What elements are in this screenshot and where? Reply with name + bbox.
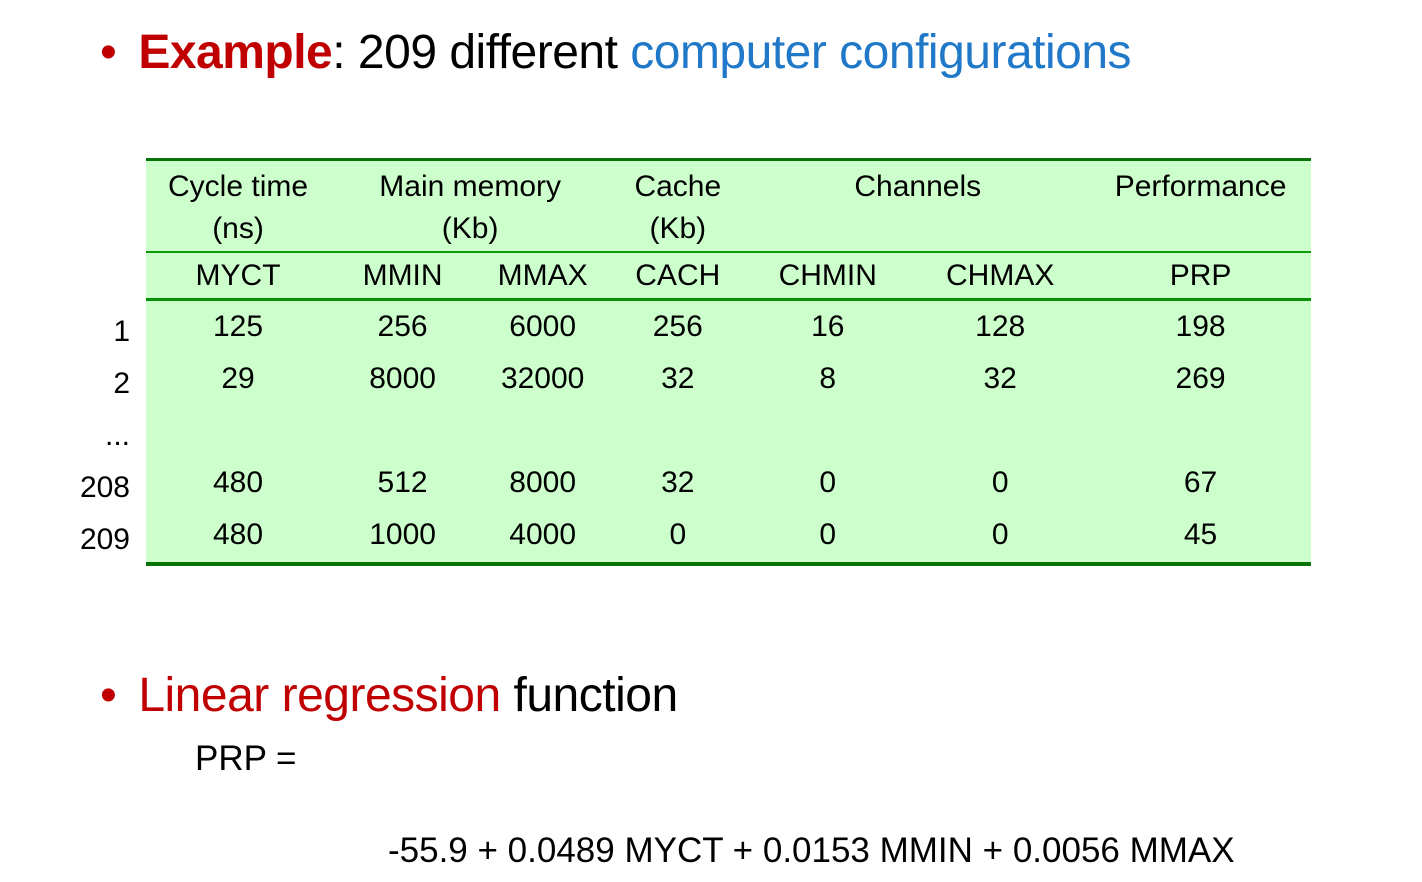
table-cell [910, 405, 1090, 457]
group-header-label: Performance [1114, 170, 1287, 203]
group-header-unit: (Kb) [441, 212, 499, 245]
group-header-unit: (ns) [212, 212, 264, 245]
table-row: 125 256 6000 256 16 128 198 [146, 301, 1311, 353]
column-header-chmax: CHMAX [946, 258, 1055, 292]
table-body: Cycle time (ns) Main memory (Kb) Cache (… [146, 158, 1311, 566]
bullet-icon: • [100, 26, 117, 79]
title-highlight: computer configurations [630, 26, 1132, 79]
table-cell: 45 [1183, 518, 1218, 551]
table-cell [475, 405, 610, 457]
table-cell [330, 405, 475, 457]
table-row: 480 1000 4000 0 0 0 45 [146, 509, 1311, 561]
group-header-cycle-time: Cycle time (ns) [146, 161, 330, 251]
table-row-ellipsis [146, 405, 1311, 457]
row-label: 2 [113, 367, 130, 400]
row-label: 208 [79, 471, 130, 504]
table-cell: 269 [1175, 362, 1226, 395]
formula-line-1: -55.9 + 0.0489 MYCT + 0.0153 MMIN + 0.00… [388, 831, 1235, 870]
table-cell: 256 [652, 310, 703, 343]
formula-lhs: PRP = [195, 739, 297, 778]
group-header-channels: Channels [745, 161, 1090, 251]
table-cell: 8000 [369, 362, 436, 395]
table-cell: 8000 [509, 466, 577, 499]
table-cell: 0 [669, 518, 687, 551]
regression-heading: • Linear regression function [100, 668, 678, 724]
table-cell: 512 [377, 466, 428, 499]
group-header-label: Channels [854, 170, 982, 203]
formula-rhs: -55.9 + 0.0489 MYCT + 0.0153 MMIN + 0.00… [388, 736, 1235, 882]
table-cell: 4000 [509, 518, 577, 551]
column-header-mmin: MMIN [362, 258, 443, 292]
table-cell [1090, 405, 1311, 457]
column-header-chmin: CHMIN [778, 258, 877, 292]
table-cell: 1000 [369, 518, 436, 551]
group-header-label: Cycle time [168, 170, 309, 203]
group-header-cache: Cache (Kb) [610, 161, 745, 251]
table-cell: 256 [377, 310, 428, 343]
table-cell: 67 [1183, 466, 1218, 499]
table-cell: 32 [661, 362, 695, 395]
table-cell: 0 [819, 518, 837, 551]
table-cell [745, 405, 910, 457]
table-row: 29 8000 32000 32 8 32 269 [146, 353, 1311, 405]
table-cell: 32 [661, 466, 695, 499]
table-cell [146, 405, 330, 457]
table-cell: 480 [213, 466, 264, 499]
table-cell: 0 [991, 466, 1009, 499]
regression-heading-emphasis: Linear regression [138, 669, 501, 722]
table-cell [610, 405, 745, 457]
table-cell: 6000 [509, 310, 577, 343]
table-cell: 128 [975, 310, 1026, 343]
configurations-table: 1 2 ... 208 209 Cycle time (ns) Main mem… [60, 158, 1311, 566]
row-label-column: 1 2 ... 208 209 [60, 158, 146, 566]
column-header-mmax: MMAX [497, 258, 588, 292]
table-cell: 32 [983, 362, 1017, 395]
title-text: : 209 different [332, 26, 631, 79]
group-header-unit: (Kb) [649, 212, 707, 245]
table-cell: 125 [213, 310, 264, 343]
row-label: 209 [79, 523, 130, 556]
table-row: 480 512 8000 32 0 0 67 [146, 457, 1311, 509]
regression-formula: PRP = -55.9 + 0.0489 MYCT + 0.0153 MMIN … [195, 736, 1235, 882]
column-header-cach: CACH [635, 258, 721, 292]
row-label-ellipsis: ... [104, 419, 130, 452]
regression-heading-text: function [500, 669, 679, 722]
table-cell: 198 [1175, 310, 1226, 343]
bullet-icon: • [100, 669, 117, 722]
table-cell: 16 [811, 310, 845, 343]
table-cell: 480 [213, 518, 264, 551]
row-label: 1 [113, 315, 130, 348]
column-header-myct: MYCT [195, 258, 281, 292]
table-cell: 0 [819, 466, 837, 499]
group-header-main-memory: Main memory (Kb) [330, 161, 610, 251]
group-header-performance: Performance [1090, 161, 1311, 251]
group-header-label: Main memory [379, 170, 561, 203]
table-cell: 29 [221, 362, 255, 395]
table-cell: 0 [991, 518, 1009, 551]
table-cell: 8 [819, 362, 837, 395]
title-emphasis: Example [138, 26, 333, 79]
slide-title: • Example : 209 different computer confi… [100, 24, 1132, 82]
table-group-header-row: Cycle time (ns) Main memory (Kb) Cache (… [146, 161, 1311, 253]
group-header-label: Cache [634, 170, 722, 203]
column-header-prp: PRP [1169, 258, 1232, 292]
table-column-header-row: MYCT MMIN MMAX CACH CHMIN CHMAX PRP [146, 253, 1311, 301]
table-cell: 32000 [500, 362, 585, 395]
